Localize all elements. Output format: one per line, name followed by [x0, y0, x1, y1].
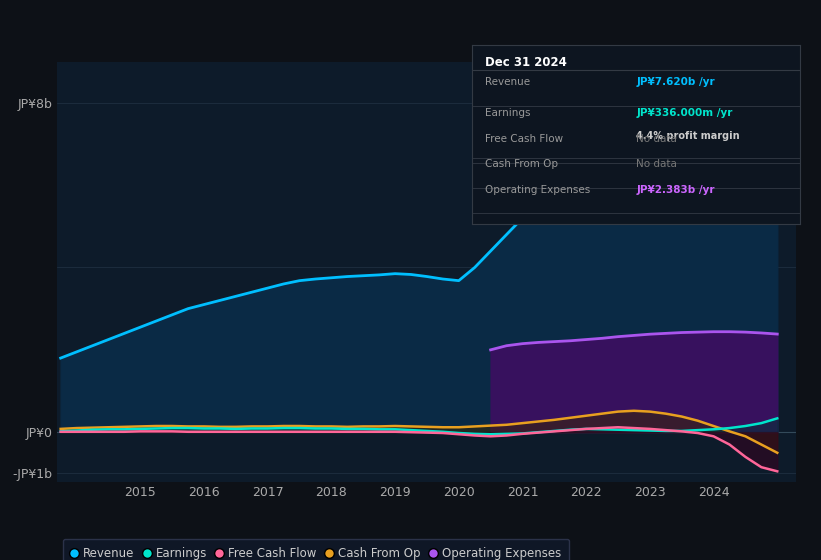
Text: No data: No data — [636, 134, 677, 144]
Text: JP¥336.000m /yr: JP¥336.000m /yr — [636, 108, 732, 118]
Text: JP¥2.383b /yr: JP¥2.383b /yr — [636, 185, 715, 194]
Text: Dec 31 2024: Dec 31 2024 — [485, 55, 567, 68]
Legend: Revenue, Earnings, Free Cash Flow, Cash From Op, Operating Expenses: Revenue, Earnings, Free Cash Flow, Cash … — [63, 539, 569, 560]
Text: 4.4% profit margin: 4.4% profit margin — [636, 131, 740, 141]
Text: No data: No data — [636, 160, 677, 170]
Text: Earnings: Earnings — [485, 108, 530, 118]
Text: Operating Expenses: Operating Expenses — [485, 185, 590, 194]
Text: JP¥7.620b /yr: JP¥7.620b /yr — [636, 77, 715, 87]
Text: Revenue: Revenue — [485, 77, 530, 87]
Text: Free Cash Flow: Free Cash Flow — [485, 134, 563, 144]
Text: Cash From Op: Cash From Op — [485, 160, 558, 170]
